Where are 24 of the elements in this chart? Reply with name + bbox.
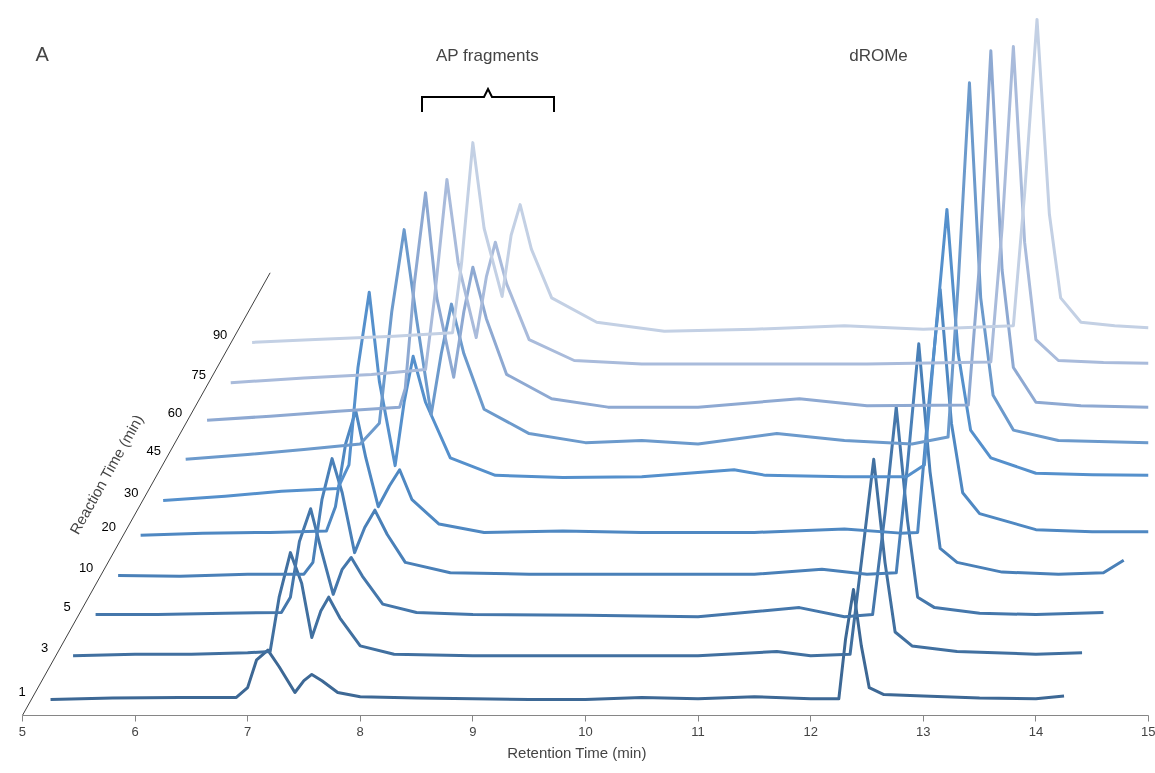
series-label: 5 — [63, 598, 71, 614]
x-tick-label: 10 — [578, 723, 593, 739]
series-label: 60 — [167, 404, 183, 420]
series-label: 75 — [191, 366, 206, 382]
x-tick-label: 9 — [469, 723, 477, 739]
x-tick-label: 7 — [244, 723, 252, 739]
series-label: 1 — [18, 683, 26, 699]
x-axis-title: Retention Time (min) — [507, 743, 647, 761]
x-tick-label: 14 — [1028, 723, 1044, 739]
series-label: 30 — [123, 484, 139, 500]
x-tick-label: 12 — [803, 723, 818, 739]
text: A — [35, 42, 50, 65]
x-tick-label: 8 — [356, 723, 364, 739]
series-label: 90 — [212, 326, 228, 342]
series-label: 10 — [78, 559, 94, 575]
annotation: dROMe — [849, 46, 908, 65]
x-tick-label: 13 — [916, 723, 931, 739]
x-tick-label: 5 — [18, 723, 27, 739]
x-tick-label: 11 — [691, 723, 705, 739]
series-label: 3 — [41, 639, 49, 655]
x-tick-label: 15 — [1141, 723, 1155, 739]
annotation: AP fragments — [436, 46, 539, 65]
x-tick-label: 6 — [131, 723, 139, 739]
series-label: 45 — [146, 443, 161, 459]
